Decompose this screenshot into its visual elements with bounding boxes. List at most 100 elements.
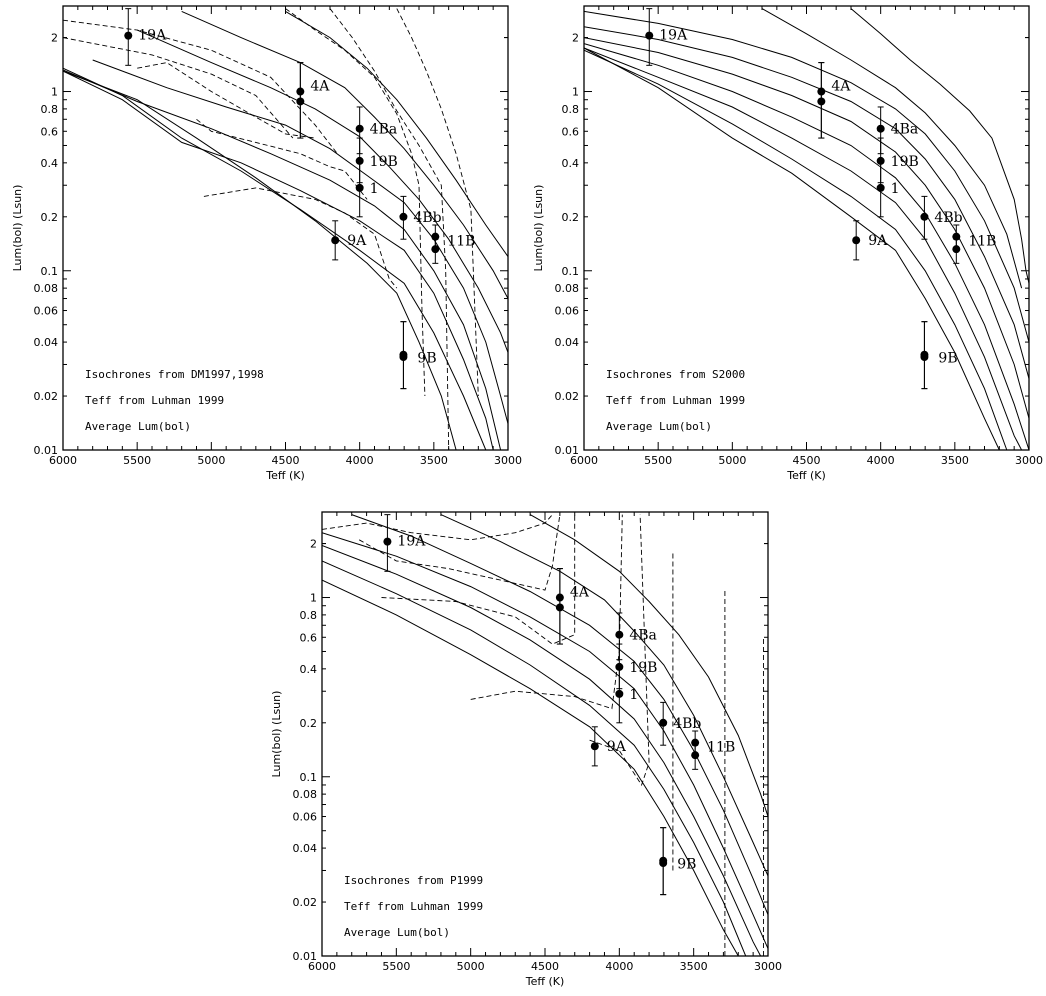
isochrone-line xyxy=(529,514,768,817)
star-label: 9B xyxy=(938,351,957,367)
mass-track-dashed xyxy=(322,514,553,541)
star-label: 9B xyxy=(417,351,436,367)
star-point xyxy=(691,751,700,760)
star-point xyxy=(355,183,364,192)
y-axis-title: Lum(bol) (Lsun) xyxy=(270,691,283,778)
y-tick-label: 0.08 xyxy=(555,282,580,295)
isochrone-line xyxy=(63,70,457,450)
isochrone-line xyxy=(136,29,508,353)
plot-frame xyxy=(583,5,1030,451)
isochrone-line xyxy=(584,26,1029,379)
y-tick-label: 1 xyxy=(51,86,58,99)
star-point xyxy=(431,245,440,254)
isochrone-line xyxy=(761,8,1023,289)
y-tick-label: 0.6 xyxy=(562,125,580,138)
star-point xyxy=(920,212,929,221)
star-point xyxy=(331,236,340,245)
y-tick-label: 0.01 xyxy=(34,444,59,457)
star-label: 4Ba xyxy=(891,122,919,138)
x-tick-label: 3000 xyxy=(494,454,522,467)
star-point xyxy=(590,742,599,751)
star-label: 1 xyxy=(629,687,638,703)
star-point xyxy=(952,245,961,254)
isochrone-line xyxy=(584,49,1008,450)
x-tick-label: 4000 xyxy=(605,960,633,973)
x-tick-label: 4000 xyxy=(346,454,374,467)
y-tick-label: 1 xyxy=(572,86,579,99)
data-points: 19A 4A 4Ba 19B 1 4Bb 11B 9A 9B xyxy=(124,8,475,390)
x-tick-label: 6000 xyxy=(49,454,77,467)
annotation-text: Average Lum(bol) xyxy=(606,420,712,433)
y-tick-label: 0.08 xyxy=(293,788,318,801)
mass-track-dashed xyxy=(329,8,450,450)
isochrone-curves xyxy=(322,514,768,956)
star-label: 19B xyxy=(891,154,919,170)
isochrone-line xyxy=(63,67,487,450)
star-point xyxy=(876,183,885,192)
y-tick-label: 0.4 xyxy=(41,157,59,170)
star-point xyxy=(615,689,624,698)
annotations: Isochrones from DM1997,1998 Teff from Luh… xyxy=(85,368,264,433)
x-axis-title: Teff (K) xyxy=(265,469,305,482)
star-point xyxy=(691,738,700,747)
star-label: 4Bb xyxy=(934,210,962,226)
y-tick-label: 0.4 xyxy=(562,157,580,170)
y-tick-label: 0.2 xyxy=(562,211,580,224)
star-label: 9A xyxy=(347,233,367,249)
plot-frame xyxy=(321,511,769,957)
mass-track-dashed xyxy=(203,187,398,289)
x-tick-label: 4000 xyxy=(867,454,895,467)
mass-track-dashed xyxy=(396,8,479,397)
annotation-text: Isochrones from P1999 xyxy=(344,874,483,887)
y-tick-label: 0.2 xyxy=(41,211,59,224)
panel-bottom: 6000 5500 5000 4500 4000 3500 3000 Teff (K) 0.01… xyxy=(270,511,782,988)
annotation-text: Isochrones from S2000 xyxy=(606,368,745,381)
isochrone-line xyxy=(584,47,1023,450)
y-axis: 0.01 0.02 0.04 0.06 0.08 0.1 0.2 0.4 0.6 0.8 1 2 Lum… xyxy=(270,511,768,963)
star-point xyxy=(852,236,861,245)
star-point xyxy=(555,603,564,612)
x-tick-label: 5500 xyxy=(382,960,410,973)
y-tick-label: 0.08 xyxy=(34,282,59,295)
star-label: 4A xyxy=(831,79,851,95)
star-label: 11B xyxy=(447,234,475,250)
annotations: Isochrones from S2000 Teff from Luhman 19… xyxy=(606,368,745,433)
y-axis-title: Lum(bol) (Lsun) xyxy=(11,185,24,272)
x-tick-label: 5500 xyxy=(123,454,151,467)
star-label: 19A xyxy=(659,28,688,44)
y-axis: 0.01 0.02 0.04 0.06 0.08 0.1 0.2 0.4 0.6 0.8 1 2 Lum… xyxy=(11,5,508,457)
x-axis: 6000 5500 5000 4500 4000 3500 3000 Teff (K) xyxy=(49,6,522,482)
y-tick-label: 2 xyxy=(572,32,579,45)
star-label: 4A xyxy=(310,79,330,95)
panel-top-right: 6000 5500 5000 4500 4000 3500 3000 Teff (K) 0.01… xyxy=(532,5,1043,482)
y-tick-label: 0.04 xyxy=(293,842,318,855)
mass-track-dashed xyxy=(137,62,316,139)
y-tick-label: 0.06 xyxy=(555,305,580,318)
mass-track-dashed xyxy=(358,514,561,591)
star-label: 4A xyxy=(570,585,590,601)
mass-track-dashed xyxy=(196,118,368,200)
y-tick-label: 0.1 xyxy=(300,771,318,784)
mass-track-dashed xyxy=(63,37,294,139)
x-tick-label: 3500 xyxy=(680,960,708,973)
y-tick-label: 1 xyxy=(310,592,317,605)
data-points: 19A 4A 4Ba 19B 1 4Bb 11B 9A 9B xyxy=(383,514,735,896)
isochrone-line xyxy=(351,514,768,915)
plot-frame xyxy=(62,5,509,451)
x-tick-label: 4500 xyxy=(272,454,300,467)
y-tick-label: 0.1 xyxy=(41,265,59,278)
isochrone-line xyxy=(322,560,747,956)
star-point xyxy=(952,232,961,241)
isochrone-line xyxy=(92,59,508,424)
isochrone-line xyxy=(181,10,508,299)
star-label: 1 xyxy=(891,181,900,197)
y-tick-label: 0.04 xyxy=(555,336,580,349)
y-tick-label: 0.8 xyxy=(41,103,59,116)
annotation-text: Average Lum(bol) xyxy=(344,926,450,939)
isochrone-curves xyxy=(63,8,508,450)
y-tick-label: 0.4 xyxy=(300,663,318,676)
x-tick-label: 5000 xyxy=(197,454,225,467)
annotation-text: Isochrones from DM1997,1998 xyxy=(85,368,264,381)
x-axis: 6000 5500 5000 4500 4000 3500 3000 Teff (K) xyxy=(570,6,1043,482)
